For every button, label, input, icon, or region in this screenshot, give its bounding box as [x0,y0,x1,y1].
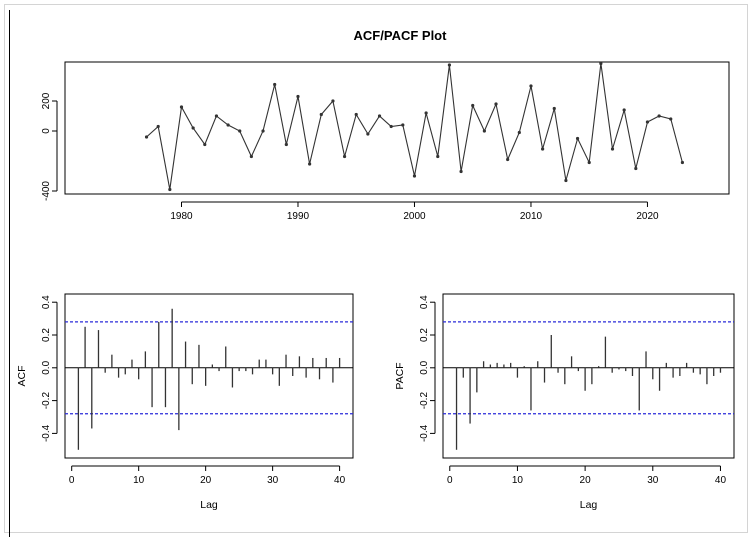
data-point [191,126,195,130]
data-point [331,99,335,103]
data-point [506,157,510,162]
data-point [587,160,591,165]
data-point [377,114,382,118]
data-point [296,94,300,99]
time-series-panel: 1980 1990 2000 2010 2020 -400 0 200 [41,61,730,222]
data-point [622,108,626,112]
data-point [144,135,149,139]
data-point [599,61,603,66]
data-point [389,124,393,129]
x-tick-label: 1990 [287,211,310,222]
data-point [564,178,568,183]
data-point [471,103,475,108]
y-tick-label: -0.2 [41,392,52,410]
data-point [249,154,253,159]
y-tick-label: 0.4 [419,295,430,309]
x-tick-label: 10 [512,475,524,486]
x-tick-label: 20 [580,475,592,486]
data-point [273,82,277,87]
plot-box [64,293,354,459]
data-point [284,142,288,147]
data-point [424,111,428,115]
data-point [669,117,673,121]
data-point [412,174,417,178]
x-tick-label: 0 [447,475,453,486]
x-tick-label: 40 [715,475,727,486]
x-tick-label: 2010 [520,211,543,222]
data-point [645,120,650,124]
y-tick-label: -0.4 [41,424,52,442]
data-point [354,112,358,117]
y-axis-label: ACF [16,366,28,387]
x-tick-label: 2000 [403,211,426,222]
data-point [214,114,219,118]
left-border-line [9,10,10,537]
y-tick-label: -0.2 [419,392,430,410]
x-tick-label: 1980 [170,211,193,222]
y-tick-label: 0.0 [41,360,52,374]
data-point [168,187,172,192]
data-point [436,154,440,159]
data-point [575,136,580,141]
x-tick-label: 10 [133,475,145,486]
y-tick-label: -0.4 [419,424,430,442]
figure-frame [4,4,748,533]
acf-panel: 0 10 20 30 40 -0.4 -0.2 0.0 0.2 0.4 Lag ACF [16,293,354,511]
figure-title: ACF/PACF Plot [354,28,448,43]
series-line [146,63,683,190]
data-point [634,166,638,171]
data-point [680,160,685,165]
data-point [238,129,242,133]
y-tick-label: -400 [41,181,52,201]
data-point [610,147,615,151]
data-point [494,102,498,106]
x-tick-label: 40 [334,475,346,486]
y-tick-label: 0.2 [419,328,430,342]
y-tick-label: 0 [41,128,52,134]
x-tick-label: 0 [69,475,75,486]
data-point [482,129,486,133]
data-point [156,124,160,129]
x-tick-label: 30 [647,475,659,486]
data-point [517,130,521,135]
data-point [552,106,556,111]
x-tick-label: 2020 [636,211,659,222]
x-axis-label: Lag [580,499,598,511]
data-point [401,123,405,127]
data-point [342,154,347,159]
data-point [319,112,323,117]
y-tick-label: 200 [41,92,52,109]
data-point [261,129,265,133]
data-point [541,147,545,151]
y-axis-label: PACF [394,362,406,389]
pacf-panel: 0 10 20 30 40 -0.4 -0.2 0.0 0.2 0.4 Lag PACF [394,293,735,511]
plot-box [442,293,735,459]
data-point [459,169,463,174]
y-tick-label: 0.0 [419,360,430,374]
data-point [447,63,452,67]
plot-box [64,61,730,195]
data-point [308,162,312,166]
data-point [366,132,370,136]
data-point [529,84,533,88]
data-point [226,123,230,127]
data-point [657,114,661,118]
data-point [179,105,184,109]
y-tick-label: 0.4 [41,295,52,309]
x-tick-label: 20 [200,475,212,486]
x-axis-label: Lag [200,499,218,511]
data-point [203,142,207,147]
x-tick-label: 30 [267,475,279,486]
y-tick-label: 0.2 [41,328,52,342]
